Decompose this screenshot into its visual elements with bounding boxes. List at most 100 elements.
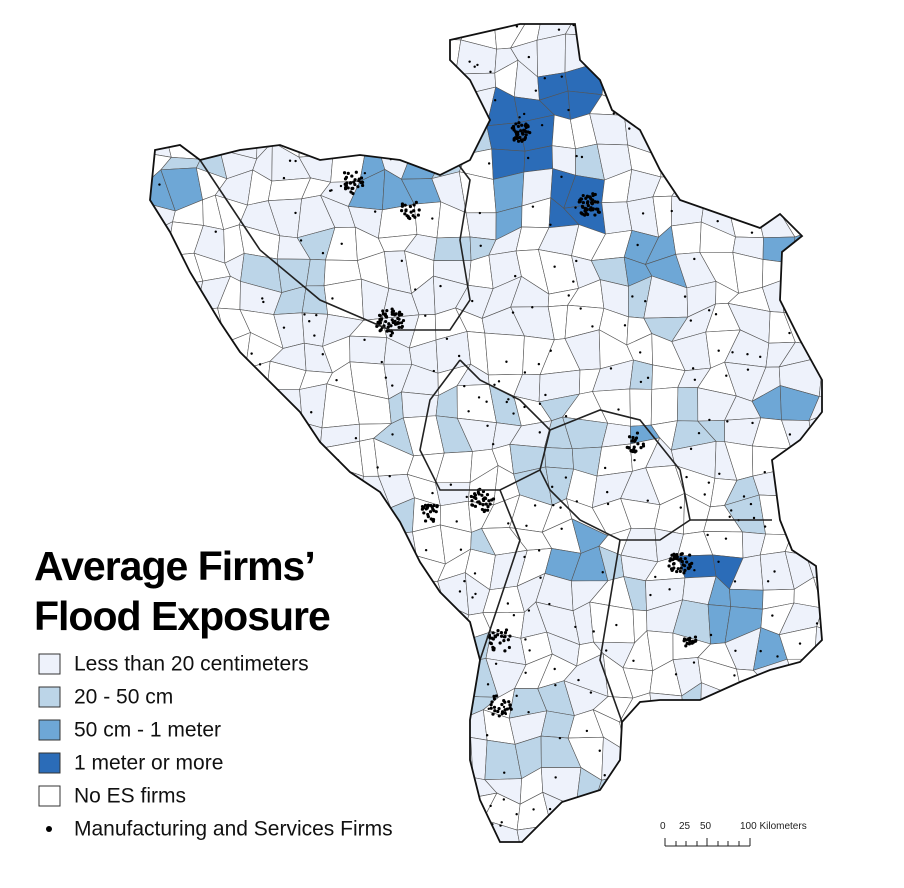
- district: [150, 491, 162, 538]
- firm-dot: [751, 421, 754, 425]
- district: [660, 153, 687, 178]
- district: [304, 41, 332, 78]
- firm-dot: [458, 590, 462, 593]
- firm-dot: [575, 500, 579, 503]
- firm-dot: [523, 371, 527, 374]
- district: [150, 255, 175, 290]
- firm-dot: [558, 736, 562, 740]
- district: [645, 737, 689, 769]
- district: [163, 451, 198, 469]
- firm-dot: [605, 490, 609, 494]
- firm-dot: [518, 116, 521, 119]
- border: [539, 409, 691, 541]
- firm-dot: [596, 210, 600, 214]
- firm-dot: [752, 516, 756, 520]
- district: [628, 34, 663, 78]
- firm-dot: [516, 133, 520, 137]
- firm-dot: [378, 313, 382, 317]
- firm-dot: [794, 96, 797, 100]
- firm-dot: [559, 506, 562, 509]
- firm-dot: [636, 243, 639, 247]
- firm-dot: [400, 312, 404, 317]
- firm-dot: [707, 481, 711, 484]
- firm-dot: [632, 659, 635, 663]
- district: [376, 115, 417, 146]
- firm-dot: [313, 334, 316, 337]
- firm-dot: [782, 672, 785, 675]
- firm-dot: [644, 95, 647, 99]
- firm-dot: [177, 500, 180, 503]
- firm-dot: [636, 442, 640, 446]
- firm-dot: [810, 508, 814, 511]
- district: [269, 493, 301, 538]
- firm-dot: [538, 431, 541, 434]
- firm-dot: [593, 200, 597, 204]
- firm-dot: [397, 325, 401, 329]
- firm-dot: [588, 195, 592, 199]
- district: [196, 444, 228, 478]
- firm-dot: [742, 495, 746, 498]
- firm-dot: [417, 208, 421, 212]
- firm-dot: [703, 493, 706, 496]
- district: [431, 93, 470, 126]
- firm-dot: [352, 501, 356, 504]
- firm-dot: [455, 149, 459, 153]
- district: [413, 743, 444, 777]
- firm-dot: [524, 125, 528, 130]
- district: [809, 739, 822, 778]
- firm-dot: [519, 129, 523, 133]
- firm-dot: [483, 508, 487, 512]
- firm-dot: [552, 503, 555, 507]
- district: [150, 356, 176, 402]
- district: [375, 583, 419, 613]
- district: [190, 40, 219, 78]
- firm-dot: [504, 712, 508, 716]
- firm-dot: [641, 212, 645, 215]
- district: [730, 142, 769, 186]
- firm-dot: [537, 362, 541, 366]
- firm-dot: [465, 495, 468, 499]
- district: [782, 714, 820, 745]
- district: [213, 360, 246, 398]
- firm-dot: [603, 774, 606, 777]
- firm-dot: [591, 198, 595, 202]
- firm-dot: [670, 209, 673, 213]
- firm-dot: [199, 458, 202, 462]
- firm-dot: [314, 113, 318, 116]
- district: [596, 795, 635, 834]
- firm-dot: [497, 380, 501, 383]
- district: [185, 336, 227, 367]
- firm-dot: [245, 450, 248, 454]
- firm-dot: [525, 524, 528, 528]
- district: [753, 714, 792, 745]
- firm-dot: [413, 215, 417, 219]
- district: [239, 437, 284, 476]
- district: [185, 396, 219, 418]
- firm-dot: [489, 70, 492, 74]
- firm-dot: [294, 159, 297, 163]
- firm-dot: [678, 569, 682, 573]
- firm-dot: [750, 231, 754, 234]
- district: [333, 661, 363, 700]
- firm-dot: [481, 503, 485, 507]
- district: [277, 88, 303, 129]
- firm-dot: [474, 826, 478, 829]
- district: [347, 552, 377, 591]
- firm-dot: [733, 790, 737, 794]
- firm-dot: [409, 156, 412, 159]
- firm-dot: [510, 126, 514, 130]
- firm-dot: [387, 600, 390, 603]
- district: [809, 717, 822, 746]
- firm-dot: [682, 637, 687, 641]
- district: [301, 76, 335, 105]
- firm-dot: [505, 360, 508, 363]
- firm-dot: [523, 555, 526, 559]
- district: [321, 750, 366, 778]
- district: [813, 283, 822, 317]
- firm-dot: [560, 175, 563, 179]
- legend-swatch: [38, 719, 61, 741]
- district: [405, 63, 439, 97]
- firm-dot: [439, 284, 442, 288]
- firm-dot: [709, 633, 713, 637]
- firm-dot: [375, 548, 379, 552]
